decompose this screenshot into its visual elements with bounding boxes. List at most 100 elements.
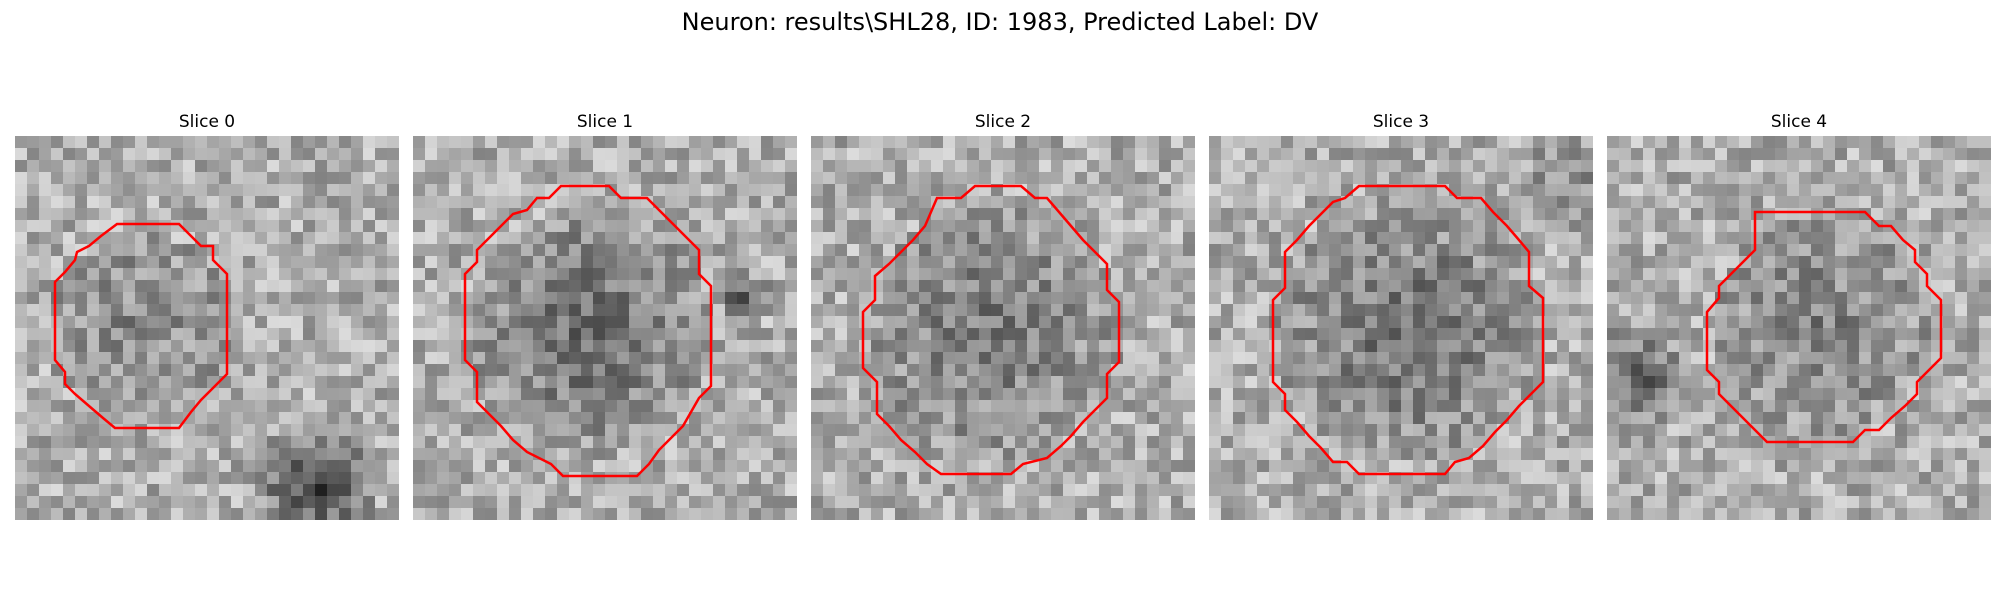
pixel	[1099, 268, 1111, 280]
pixel	[291, 160, 303, 172]
pixel	[847, 376, 859, 388]
pixel	[1739, 352, 1751, 364]
pixel	[27, 208, 39, 220]
pixel	[171, 328, 183, 340]
pixel	[1631, 424, 1643, 436]
pixel	[1787, 220, 1799, 232]
pixel	[279, 220, 291, 232]
pixel	[665, 208, 677, 220]
pixel	[1039, 400, 1051, 412]
pixel	[1823, 160, 1835, 172]
pixel	[413, 268, 425, 280]
pixel	[1485, 232, 1497, 244]
pixel	[363, 460, 375, 472]
pixel	[1027, 472, 1039, 484]
pixel	[1631, 136, 1643, 148]
pixel	[1979, 244, 1991, 256]
pixel	[75, 172, 87, 184]
pixel	[351, 244, 363, 256]
pixel	[315, 448, 327, 460]
pixel	[231, 196, 243, 208]
pixel	[1003, 436, 1015, 448]
pixel	[1907, 220, 1919, 232]
pixel	[473, 400, 485, 412]
pixel	[1569, 148, 1581, 160]
pixel	[351, 172, 363, 184]
pixel	[761, 448, 773, 460]
pixel	[63, 292, 75, 304]
pixel	[1667, 316, 1679, 328]
pixel	[1209, 304, 1221, 316]
pixel	[593, 220, 605, 232]
pixel	[413, 172, 425, 184]
pixel	[1389, 136, 1401, 148]
pixel	[581, 364, 593, 376]
pixel	[1943, 172, 1955, 184]
pixel	[497, 484, 509, 496]
pixel	[461, 196, 473, 208]
pixel	[1437, 388, 1449, 400]
pixel	[1051, 172, 1063, 184]
pixel	[351, 364, 363, 376]
pixel	[1329, 412, 1341, 424]
pixel	[773, 160, 785, 172]
pixel	[413, 508, 425, 520]
pixel	[1859, 448, 1871, 460]
pixel	[1907, 268, 1919, 280]
pixel	[75, 280, 87, 292]
pixel	[1533, 424, 1545, 436]
pixel	[1329, 316, 1341, 328]
pixel	[1859, 148, 1871, 160]
pixel	[231, 244, 243, 256]
pixel	[303, 400, 315, 412]
pixel	[1365, 412, 1377, 424]
pixel	[1727, 136, 1739, 148]
pixel	[1521, 136, 1533, 148]
pixel	[919, 352, 931, 364]
pixel	[725, 304, 737, 316]
pixel	[1269, 256, 1281, 268]
pixel	[1509, 292, 1521, 304]
pixel	[351, 424, 363, 436]
pixel	[87, 148, 99, 160]
pixel	[773, 268, 785, 280]
pixel	[1919, 196, 1931, 208]
pixel	[1581, 400, 1593, 412]
pixel	[761, 460, 773, 472]
pixel	[99, 352, 111, 364]
pixel	[351, 148, 363, 160]
pixel	[533, 244, 545, 256]
pixel	[701, 148, 713, 160]
pixel	[1715, 172, 1727, 184]
pixel	[701, 136, 713, 148]
pixel	[267, 172, 279, 184]
pixel	[1581, 496, 1593, 508]
pixel	[1569, 292, 1581, 304]
pixel	[51, 400, 63, 412]
pixel	[135, 148, 147, 160]
pixel	[1497, 388, 1509, 400]
pixel	[1171, 376, 1183, 388]
pixel	[413, 352, 425, 364]
pixel	[497, 160, 509, 172]
pixel	[1147, 400, 1159, 412]
pixel	[485, 304, 497, 316]
pixel	[51, 208, 63, 220]
pixel	[315, 256, 327, 268]
pixel	[919, 160, 931, 172]
pixel	[1581, 208, 1593, 220]
pixel	[1545, 304, 1557, 316]
pixel	[1775, 148, 1787, 160]
pixel	[1533, 136, 1545, 148]
pixel	[1979, 136, 1991, 148]
pixel	[1557, 268, 1569, 280]
pixel	[473, 232, 485, 244]
pixel	[713, 208, 725, 220]
pixel	[1293, 280, 1305, 292]
pixel	[1835, 292, 1847, 304]
pixel	[315, 292, 327, 304]
pixel	[835, 244, 847, 256]
pixel	[99, 484, 111, 496]
pixel	[1257, 496, 1269, 508]
pixel	[761, 472, 773, 484]
